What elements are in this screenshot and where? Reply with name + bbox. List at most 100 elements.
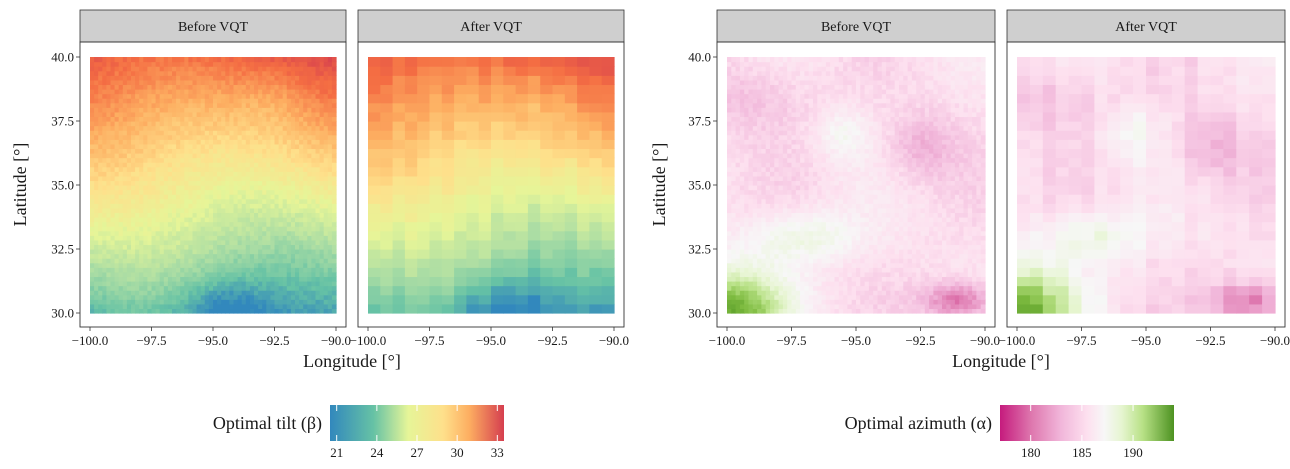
heatmap-cell bbox=[233, 198, 239, 204]
heatmap-cell bbox=[143, 189, 148, 195]
heatmap-cell bbox=[196, 148, 202, 154]
heatmap-cell bbox=[282, 221, 288, 227]
heatmap-cell bbox=[323, 308, 329, 314]
heatmap-cell bbox=[441, 93, 455, 104]
heatmap-cell bbox=[102, 162, 107, 168]
heatmap-cell bbox=[307, 299, 312, 305]
heatmap-cell bbox=[804, 175, 810, 182]
heatmap-cell bbox=[94, 111, 99, 118]
heatmap-cell bbox=[229, 157, 235, 163]
heatmap-cell bbox=[110, 226, 116, 232]
heatmap-cell bbox=[254, 230, 259, 236]
heatmap-cell bbox=[290, 217, 296, 223]
heatmap-cell bbox=[380, 212, 394, 223]
heatmap-cell bbox=[114, 230, 120, 236]
heatmap-cell bbox=[213, 70, 218, 76]
heatmap-cell bbox=[564, 139, 578, 150]
heatmap-cell bbox=[744, 162, 750, 168]
heatmap-cell bbox=[503, 294, 517, 305]
heatmap-cell bbox=[204, 249, 210, 255]
heatmap-cell bbox=[159, 111, 165, 118]
heatmap-cell bbox=[286, 239, 292, 246]
heatmap-cell bbox=[739, 139, 745, 145]
heatmap-cell bbox=[748, 212, 754, 218]
heatmap-cell bbox=[757, 267, 762, 273]
heatmap-cell bbox=[290, 271, 296, 278]
heatmap-cell bbox=[221, 116, 226, 122]
heatmap-cell bbox=[118, 84, 124, 90]
heatmap-cell bbox=[782, 303, 788, 310]
heatmap-cell bbox=[159, 217, 165, 223]
heatmap-cell bbox=[225, 148, 230, 154]
heatmap-cell bbox=[241, 162, 247, 168]
heatmap-cell bbox=[196, 303, 202, 310]
heatmap-cell bbox=[241, 203, 247, 209]
heatmap-cell bbox=[731, 230, 737, 236]
heatmap-cell bbox=[303, 89, 308, 95]
heatmap-cell bbox=[307, 308, 312, 314]
heatmap-cell bbox=[131, 281, 136, 287]
heatmap-cell bbox=[258, 271, 263, 278]
heatmap-cell bbox=[795, 93, 801, 99]
heatmap-cell bbox=[102, 125, 107, 131]
heatmap-cell bbox=[114, 239, 120, 246]
heatmap-cell bbox=[258, 290, 263, 296]
heatmap-cell bbox=[172, 203, 177, 209]
heatmap-cell bbox=[274, 89, 280, 95]
heatmap-cell bbox=[791, 285, 797, 291]
heatmap-cell bbox=[739, 308, 745, 314]
heatmap-cell bbox=[163, 89, 169, 95]
heatmap-cell bbox=[765, 107, 771, 113]
heatmap-cell bbox=[98, 66, 103, 72]
heatmap-cell bbox=[735, 121, 741, 127]
heatmap-cell bbox=[122, 93, 128, 99]
heatmap-cell bbox=[761, 75, 767, 81]
heatmap-cell bbox=[791, 290, 797, 296]
heatmap-cell bbox=[249, 66, 255, 72]
heatmap-cell bbox=[748, 66, 754, 72]
heatmap-cell bbox=[176, 57, 181, 63]
heatmap-cell bbox=[331, 262, 337, 268]
heatmap-cell bbox=[601, 258, 615, 268]
heatmap-cell bbox=[368, 66, 381, 76]
heatmap-cell bbox=[245, 294, 251, 300]
heatmap-cell bbox=[258, 239, 263, 246]
heatmap-cell bbox=[770, 153, 775, 159]
heatmap-cell bbox=[739, 93, 745, 99]
heatmap-cell bbox=[286, 271, 292, 278]
heatmap-cell bbox=[200, 285, 206, 291]
heatmap-cell bbox=[245, 299, 251, 305]
heatmap-cell bbox=[180, 61, 185, 67]
heatmap-cell bbox=[757, 175, 762, 182]
heatmap-cell bbox=[147, 175, 153, 182]
heatmap-cell bbox=[90, 153, 95, 159]
heatmap-cell bbox=[208, 153, 214, 159]
heatmap-cell bbox=[368, 239, 381, 250]
heatmap-cell bbox=[106, 148, 112, 154]
heatmap-cell bbox=[774, 203, 780, 209]
heatmap-cell bbox=[761, 262, 767, 268]
heatmap-cell bbox=[564, 212, 578, 223]
heatmap-cell bbox=[151, 79, 157, 86]
heatmap-cell bbox=[315, 203, 321, 209]
heatmap-cell bbox=[727, 198, 732, 204]
heatmap-cell bbox=[233, 253, 239, 259]
heatmap-cell bbox=[122, 276, 128, 282]
heatmap-cell bbox=[163, 75, 169, 81]
heatmap-cell bbox=[102, 294, 107, 300]
heatmap-cell bbox=[731, 66, 737, 72]
heatmap-cell bbox=[118, 271, 124, 278]
heatmap-cell bbox=[782, 281, 788, 287]
heatmap-cell bbox=[392, 139, 406, 150]
heatmap-cell bbox=[143, 290, 148, 296]
heatmap-cell bbox=[225, 143, 230, 150]
heatmap-cell bbox=[770, 111, 775, 118]
heatmap-cell bbox=[131, 226, 136, 232]
heatmap-cell bbox=[217, 308, 222, 314]
heatmap-cell bbox=[245, 308, 251, 314]
heatmap-cell bbox=[787, 244, 793, 250]
heatmap-cell bbox=[727, 194, 732, 200]
heatmap-cell bbox=[184, 212, 189, 218]
heatmap-cell bbox=[270, 157, 276, 163]
heatmap-cell bbox=[258, 125, 263, 131]
